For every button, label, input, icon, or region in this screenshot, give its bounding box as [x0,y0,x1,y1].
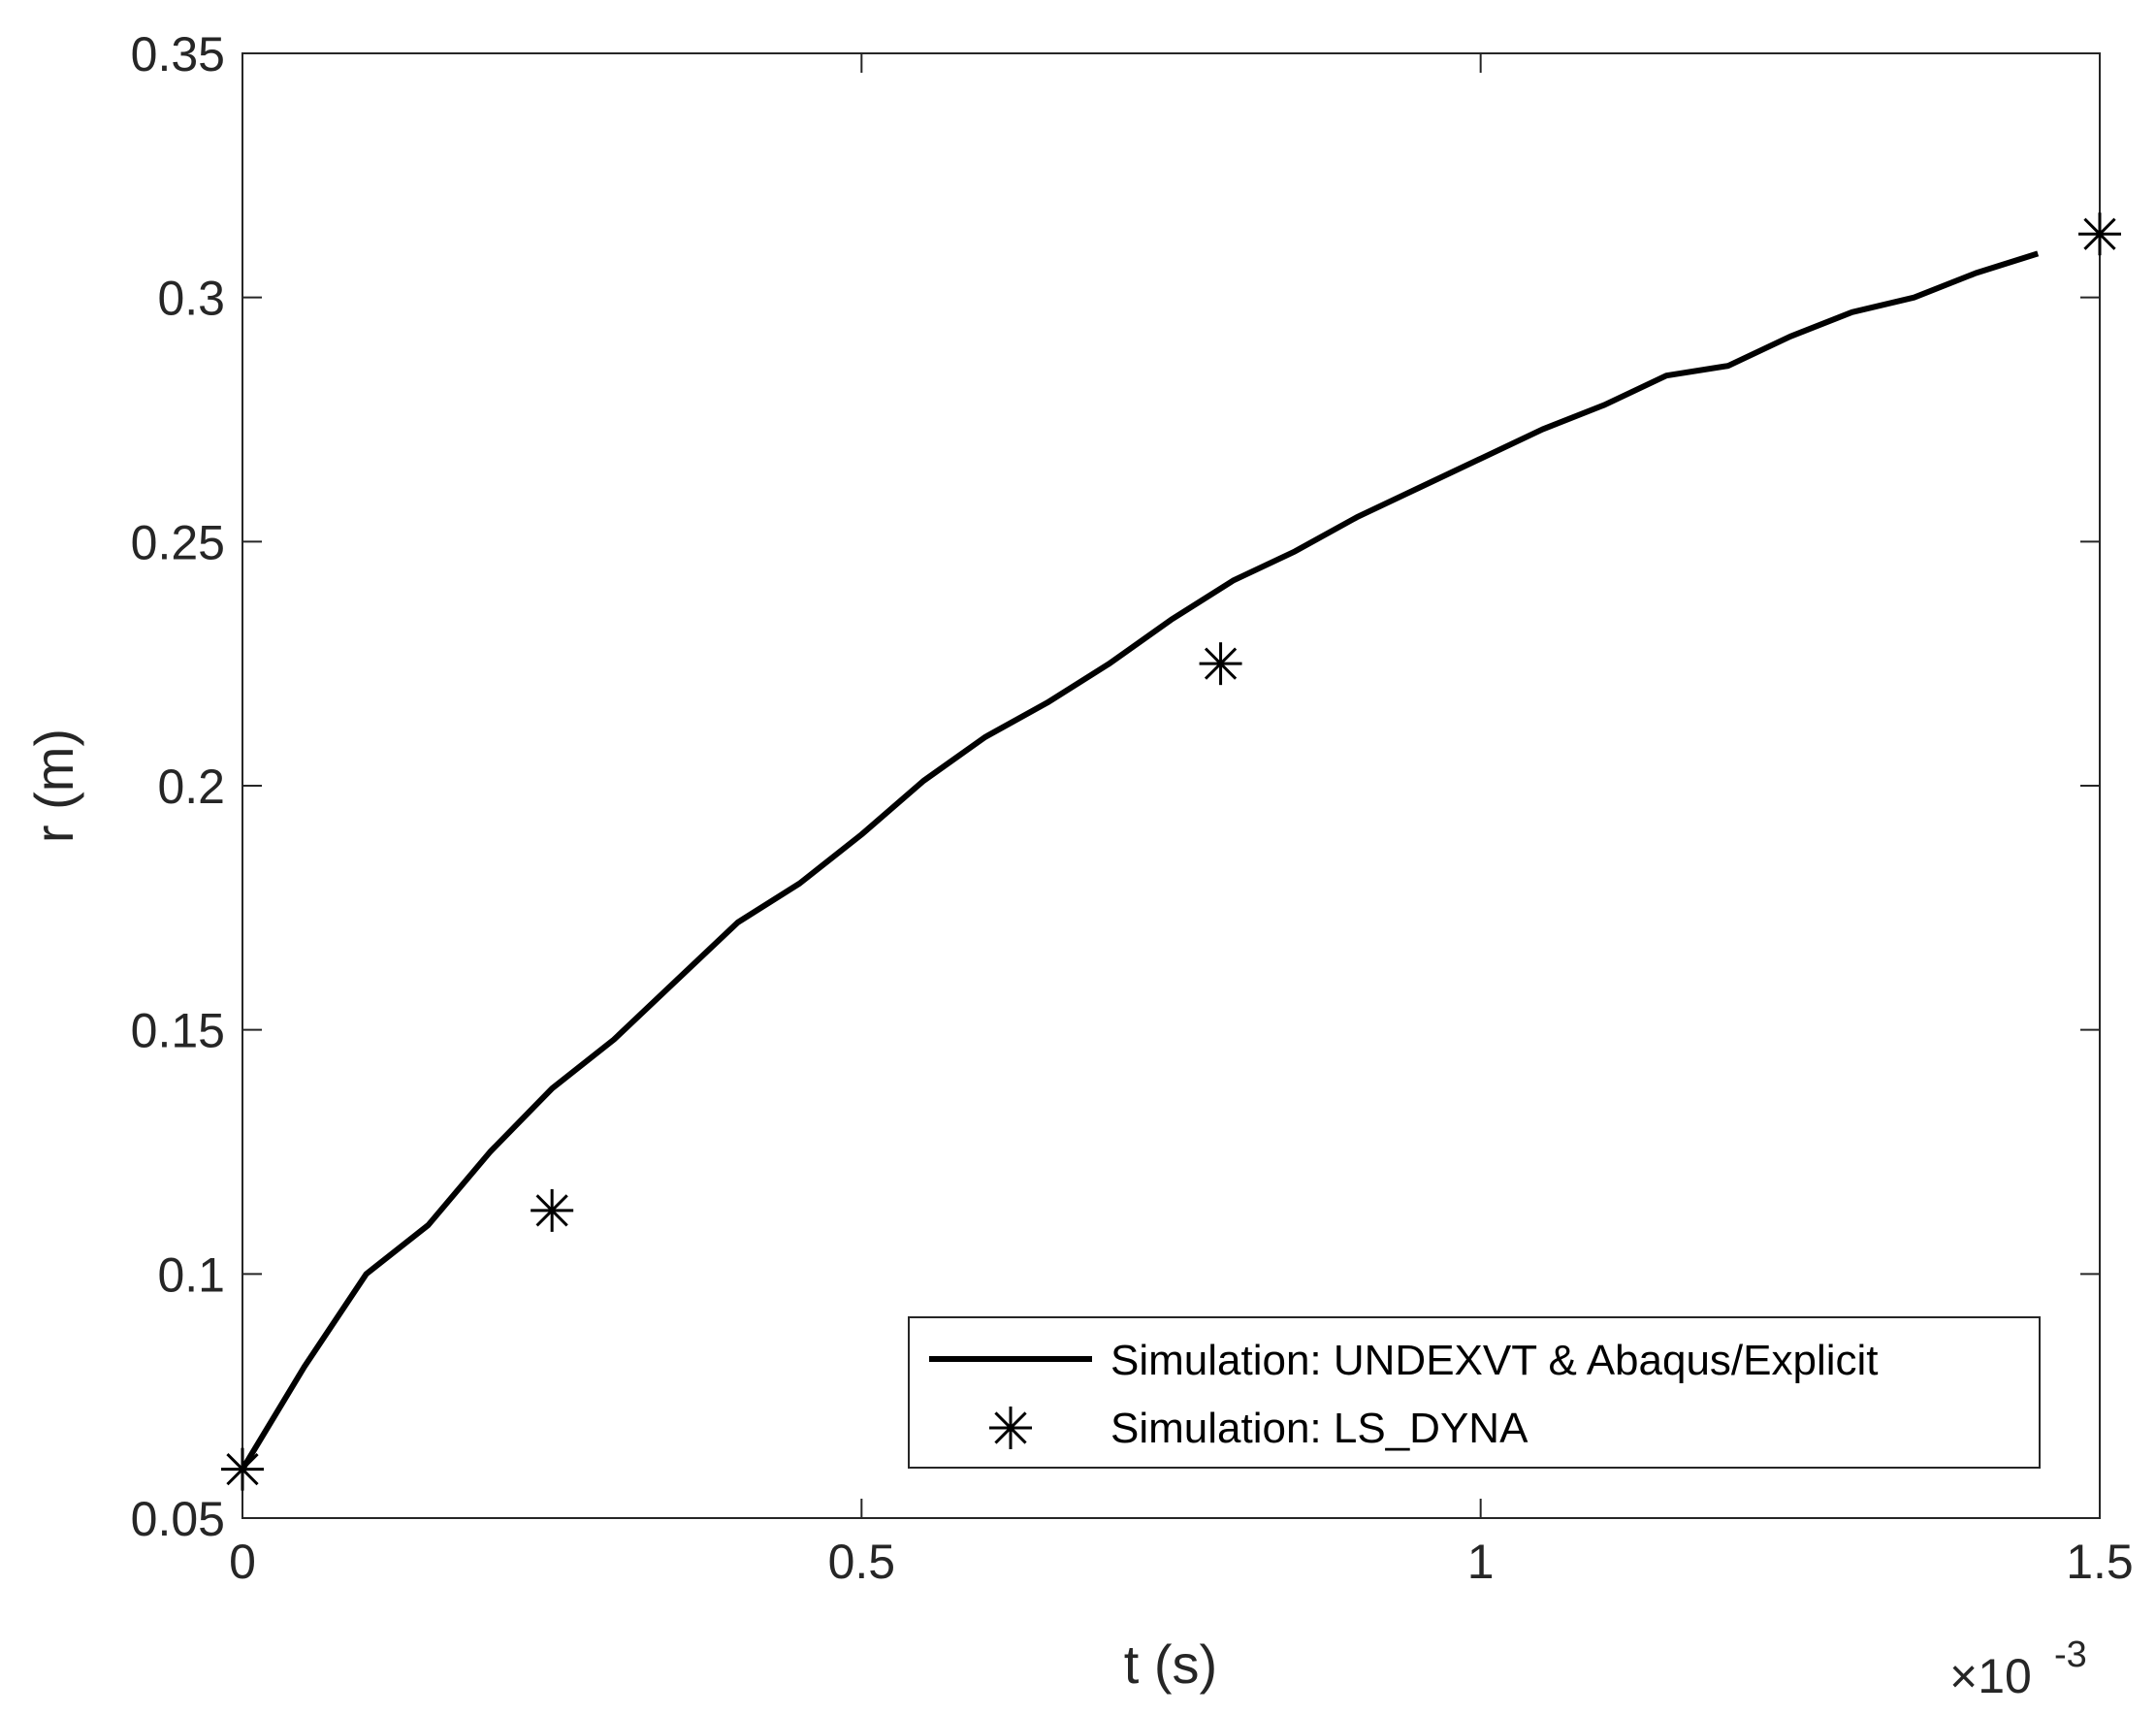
plot-area [241,52,2101,1519]
ticks [241,52,2101,1519]
y-tick-label: 0.2 [157,760,225,814]
legend-label-undexvt: Simulation: UNDEXVT & Abaqus/Explicit [1110,1337,1879,1384]
y-tick-label: 0.3 [157,272,225,326]
x-tick-label: 0.5 [828,1535,896,1589]
legend: Simulation: UNDEXVT & Abaqus/Explicit Si… [908,1316,2041,1469]
y-tick-label: 0.1 [157,1247,225,1302]
legend-label-lsdyna: Simulation: LS_DYNA [1110,1405,1529,1452]
ls-dyna-point [221,1447,264,1491]
series-line-undexvt-abaqus [240,250,2040,1472]
x-tick-label: 1.5 [2066,1535,2134,1589]
x-tick-label: 1 [1467,1535,1495,1589]
legend-asterisk-swatch [989,1407,1032,1449]
y-tick-label: 0.15 [131,1004,225,1058]
legend-asterisk-mark [989,1407,1032,1449]
tick-labels: 0 0.5 1 1.5 0.05 0.1 0.15 0.2 0.25 0.3 0.35 [131,27,2134,1589]
y-tick-label: 0.25 [131,515,225,569]
ls-dyna-point [2078,212,2121,256]
x-tick-label: 0 [229,1535,256,1589]
ls-dyna-point [531,1188,574,1232]
y-tick-label: 0.05 [131,1492,225,1546]
legend-box [908,1316,2041,1469]
y-tick-label: 0.35 [131,27,225,81]
data-marks [221,212,2121,1491]
x-exponent: ×10 -3 [1949,1634,2087,1703]
x-exponent-base: ×10 [1949,1649,2032,1703]
ls-dyna-point [1199,642,1242,686]
x-axis-label: t (s) [1124,1634,1217,1695]
x-exponent-power: -3 [2054,1634,2087,1675]
y-axis-label: r (m) [23,728,84,843]
